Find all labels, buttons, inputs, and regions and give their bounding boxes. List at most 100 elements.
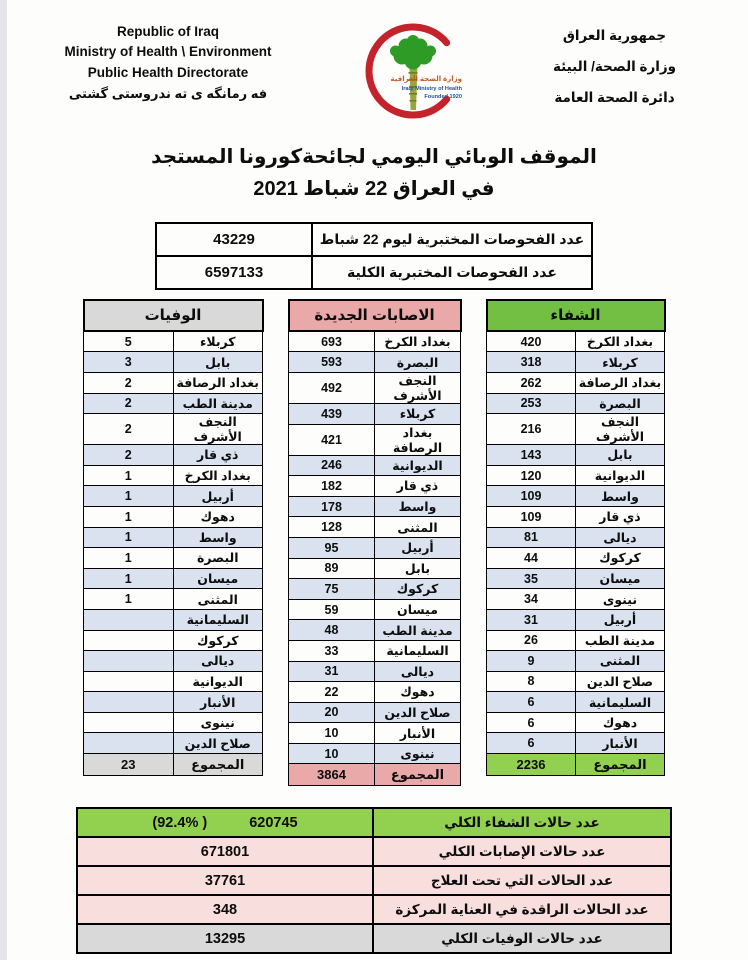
- table-row: 26 مدينة الطب: [486, 629, 665, 652]
- governorate-cell: بغداد الكرخ: [172, 464, 263, 487]
- count-cell: 6: [486, 711, 576, 734]
- table-row: 318 كربلاء: [486, 351, 665, 373]
- count-cell: 23: [83, 753, 174, 777]
- table-row: 1 دهوك: [83, 505, 263, 528]
- kurdish-letterhead-line: فه رمانگه ی ته ندروستی گشتی: [68, 85, 268, 101]
- governorate-cell: نينوى: [374, 742, 461, 765]
- governorate-cell: بابل: [374, 557, 461, 580]
- count-cell: 1: [83, 526, 174, 549]
- table-row: 1 أربيل: [83, 485, 263, 507]
- table-row: 5 كربلاء: [83, 330, 263, 353]
- governorate-cell: الديوانية: [374, 454, 461, 477]
- count-cell: 182: [288, 475, 375, 497]
- count-cell: 420: [486, 330, 576, 353]
- arabic-letterhead: جمهورية العراق وزارة الصحة/ البيئة دائرة…: [507, 14, 722, 106]
- count-cell: 1: [83, 588, 174, 610]
- governorate-cell: ميسان: [575, 567, 665, 590]
- governorate-cell: صلاح الدين: [374, 701, 461, 724]
- governorate-cell: بابل: [575, 444, 665, 466]
- count-cell: 33: [288, 639, 375, 662]
- table-row: 33 السليمانية: [288, 639, 461, 662]
- count-cell: 253: [486, 392, 576, 415]
- governorate-cell: دهوك: [374, 681, 461, 703]
- table-row: 34 نينوى: [486, 588, 665, 610]
- count-cell: 10: [288, 722, 375, 744]
- totals-summary-table: (92.4% ) 620745 عدد حالات الشفاء الكلي 6…: [76, 807, 672, 955]
- table-row: 9 المثنى: [486, 650, 665, 672]
- table-row: 216 النجف الأشرف: [486, 413, 665, 446]
- table-row: 6 السليمانية: [486, 691, 665, 713]
- report-title: الموقف الوبائي اليومي لجائحةكورونا المست…: [0, 141, 748, 206]
- under-treatment-count: 37761: [76, 865, 374, 897]
- count-cell: 216: [486, 413, 576, 446]
- table-row: 10 نينوى: [288, 742, 461, 765]
- deaths-table: الوفيات 5 كربلاء 3 بابل 2 بغداد الرصافة 2 مدينة…: [82, 298, 264, 777]
- table-row: 1 المثنى: [83, 588, 263, 610]
- governorate-cell: أربيل: [575, 608, 665, 631]
- governorate-cell: بابل: [172, 351, 263, 373]
- recovery-percentage: (92.4% ): [152, 814, 208, 831]
- letterhead: Republic of Iraq Ministry of Health \ En…: [0, 0, 748, 131]
- governorate-cell: كربلاء: [374, 402, 461, 425]
- governorate-cell: دهوك: [575, 711, 665, 734]
- governorate-cell: نينوى: [172, 711, 263, 734]
- count-cell: 6: [486, 732, 576, 755]
- total-tests-label: عدد الفحوصات المختبرية الكلية: [311, 254, 593, 290]
- table-row: كركوك: [83, 629, 263, 652]
- icu-cases-count: 348: [76, 894, 374, 926]
- count-cell: 3: [83, 351, 174, 373]
- count-cell: [83, 711, 174, 734]
- total-row: 2236 المجموع: [486, 753, 665, 777]
- table-header-row: الشفاء: [485, 298, 666, 332]
- count-cell: 421: [288, 423, 375, 456]
- table-row: 109 ذي قار: [486, 505, 665, 528]
- table-row: 95 أربيل: [288, 536, 461, 559]
- count-cell: 5: [83, 330, 174, 353]
- count-cell: 89: [288, 557, 375, 580]
- count-cell: 44: [486, 547, 576, 569]
- recoveries-table: الشفاء 420 بغداد الكرخ 318 كربلاء 262 بغداد ا…: [485, 298, 666, 777]
- governorate-cell: ذي قار: [374, 475, 461, 497]
- governorate-cell: ذي قار: [172, 444, 263, 466]
- table-row: 10 الأنبار: [288, 722, 461, 744]
- table-row: 2 ذي قار: [83, 444, 263, 466]
- table-row: 59 ميسان: [288, 598, 461, 621]
- table-row: 1 بغداد الكرخ: [83, 464, 263, 487]
- governorate-cell: واسط: [374, 495, 461, 518]
- count-cell: 22: [288, 681, 375, 703]
- count-cell: 26: [486, 629, 576, 652]
- table-row: 492 النجف الأشرف: [288, 371, 461, 404]
- table-row: 13295 عدد حالات الوفيات الكلي: [76, 923, 672, 955]
- count-cell: [83, 732, 174, 755]
- icu-cases-label: عدد الحالات الراقدة في العناية المركزة: [372, 894, 672, 926]
- english-letterhead: Republic of Iraq Ministry of Health \ En…: [18, 14, 318, 103]
- governorate-cell: النجف الأشرف: [374, 371, 461, 404]
- table-header-row: الوفيات: [82, 298, 264, 332]
- governorate-cell: السليمانية: [575, 691, 665, 713]
- table-row: 81 ديالى: [486, 526, 665, 549]
- governorate-cell: أربيل: [374, 536, 461, 559]
- report-title-line1: الموقف الوبائي اليومي لجائحةكورونا المست…: [151, 146, 597, 168]
- count-cell: 3864: [288, 763, 375, 787]
- table-row: ديالى: [83, 650, 263, 672]
- table-row: 8 صلاح الدين: [486, 670, 665, 693]
- table-row: 420 بغداد الكرخ: [486, 330, 665, 353]
- count-cell: 9: [486, 650, 576, 672]
- total-recoveries-value: (92.4% ) 620745: [76, 807, 374, 839]
- table-row: 262 بغداد الرصافة: [486, 371, 665, 394]
- governorate-cell: المثنى: [575, 650, 665, 672]
- governorate-cell: المثنى: [172, 588, 263, 610]
- count-cell: 1: [83, 567, 174, 590]
- table-row: 2 مدينة الطب: [83, 392, 263, 415]
- count-cell: 81: [486, 526, 576, 549]
- table-row: 593 البصرة: [288, 351, 461, 373]
- count-cell: 143: [486, 444, 576, 466]
- table-row: 439 كربلاء: [288, 402, 461, 425]
- governorate-cell: السليمانية: [374, 639, 461, 662]
- table-row: 1 البصرة: [83, 547, 263, 569]
- governorate-cell: صلاح الدين: [172, 732, 263, 755]
- table-row: 2 بغداد الرصافة: [83, 371, 263, 394]
- governorate-cell: دهوك: [172, 505, 263, 528]
- count-cell: 178: [288, 495, 375, 518]
